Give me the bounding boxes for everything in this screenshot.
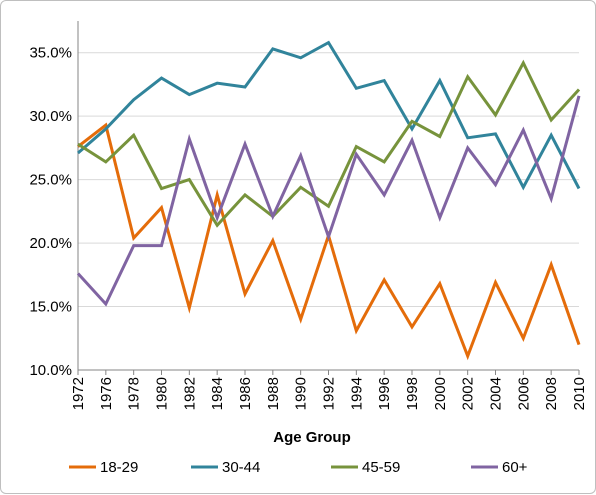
x-axis-title: Age Group [273, 429, 351, 446]
y-tick-label: 15.0% [29, 299, 72, 316]
gridlines [78, 52, 579, 308]
axes [77, 21, 580, 375]
legend: 18-29 30-44 45-59 60+ [69, 459, 528, 476]
x-tick-label: 1996 [376, 377, 393, 410]
x-tick-label: 1972 [70, 377, 87, 410]
x-tick-label: 1988 [265, 377, 282, 410]
y-tick-label: 20.0% [29, 235, 72, 252]
x-tick-label: 1986 [237, 377, 254, 410]
x-tick-label: 2000 [432, 377, 449, 410]
legend-label: 60+ [502, 459, 528, 476]
legend-label: 18-29 [100, 459, 138, 476]
x-tick-label: 2006 [515, 377, 532, 410]
x-tick-label: 2004 [488, 377, 505, 410]
y-tick-label: 25.0% [29, 172, 72, 189]
x-tick-label: 1984 [209, 377, 226, 410]
x-tick-label: 1992 [321, 377, 338, 410]
x-tick-label: 1978 [126, 377, 143, 410]
x-tick-label: 1994 [348, 377, 365, 410]
series-line-60+ [76, 95, 581, 307]
x-tick-label: 1990 [293, 377, 310, 410]
x-tick-label: 2002 [460, 377, 477, 410]
legend-label: 45-59 [362, 459, 400, 476]
x-tick-label: 2010 [571, 377, 588, 410]
x-tick-label: 2008 [543, 377, 560, 410]
x-tick-label: 1976 [98, 377, 115, 410]
series-line-30-44 [77, 40, 581, 191]
y-tick-label: 30.0% [29, 108, 72, 125]
y-tick-label: 35.0% [29, 45, 72, 62]
legend-label: 30-44 [222, 459, 260, 476]
y-tick-labels: 10.0% 15.0% 20.0% 25.0% 30.0% 35.0% [29, 45, 72, 379]
y-tick-label: 10.0% [29, 362, 72, 379]
x-tick-label: 1980 [154, 377, 171, 410]
x-tick-label: 1982 [181, 377, 198, 410]
x-tick-label: 1998 [404, 377, 421, 410]
x-tick-labels: 1972 1976 1978 1980 1982 1984 1986 1988 1990 1992… [70, 377, 588, 410]
series-lines [76, 40, 581, 361]
series-line-45-59 [77, 59, 581, 228]
